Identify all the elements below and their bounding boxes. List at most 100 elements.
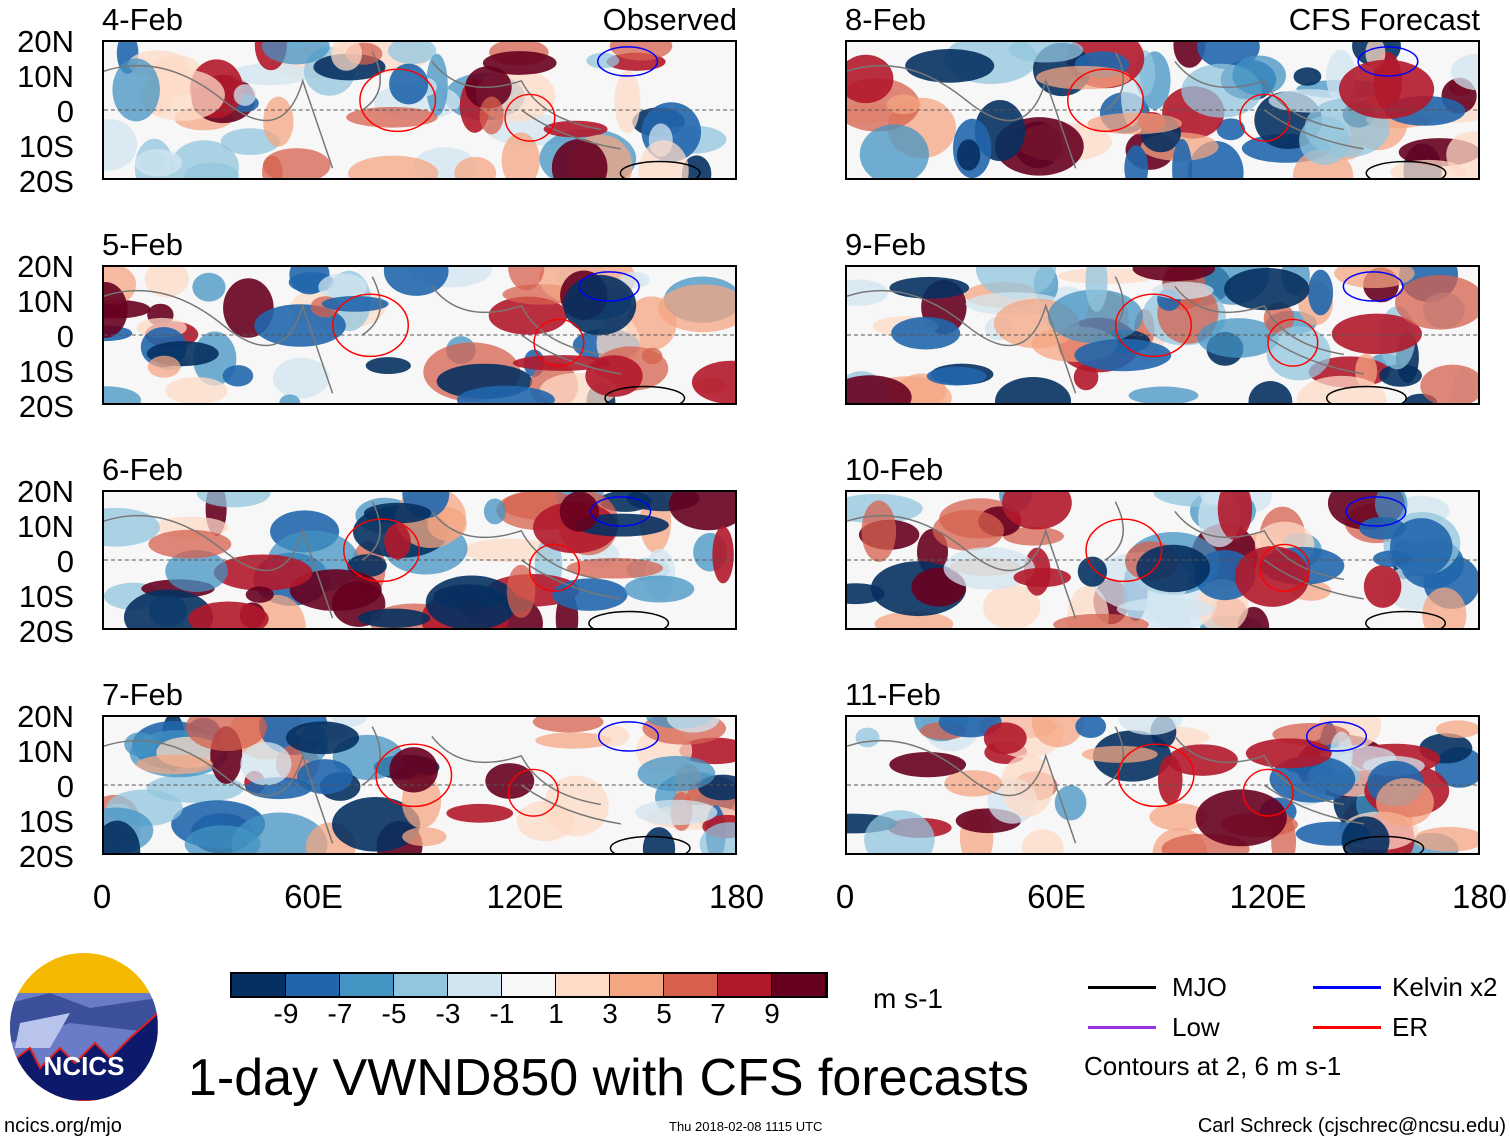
colorbar-tick-label: -5 xyxy=(381,998,407,1029)
anomaly-blob xyxy=(1376,778,1434,827)
anomaly-blob xyxy=(1053,613,1149,628)
anomaly-blob xyxy=(1390,518,1453,577)
anomaly-blob xyxy=(891,317,961,350)
anomaly-blob xyxy=(321,295,389,312)
colorbar-swatch xyxy=(502,974,556,996)
lat-label: 10N xyxy=(17,509,74,544)
anomaly-blob xyxy=(543,120,608,138)
anomaly-blob xyxy=(635,799,718,826)
legend-line-mjo xyxy=(1088,986,1156,989)
anomaly-blob xyxy=(318,273,367,302)
lon-label: 60E xyxy=(1027,878,1086,915)
anomaly-blob xyxy=(668,492,735,531)
coastline xyxy=(104,501,621,619)
map-panel xyxy=(845,265,1480,405)
legend-line-er xyxy=(1313,1026,1381,1029)
anomaly-blob xyxy=(482,51,557,75)
anomaly-blob xyxy=(847,375,912,403)
anomaly-blob xyxy=(1195,789,1287,847)
anomaly-blob xyxy=(426,53,448,116)
anomaly-blob xyxy=(864,810,935,853)
anomaly-blob xyxy=(402,827,447,847)
map-panel xyxy=(102,715,737,855)
er-contour xyxy=(1114,293,1192,358)
anomaly-blob xyxy=(1013,567,1071,588)
anomaly-blob xyxy=(563,274,637,336)
colorbar-swatch xyxy=(610,974,664,996)
anomaly-blob xyxy=(1331,313,1422,355)
panel-date: 5-Feb xyxy=(102,227,183,262)
anomaly-blob xyxy=(331,796,421,852)
anomaly-blob xyxy=(1372,550,1411,567)
coastline xyxy=(847,51,1364,169)
lon-label: 0 xyxy=(835,878,855,915)
footer-url[interactable]: ncics.org/mjo xyxy=(4,1115,122,1137)
anomaly-blob xyxy=(889,276,970,299)
anomaly-blob xyxy=(213,554,313,591)
footer-timestamp: Thu 2018-02-08 1115 UTC xyxy=(669,1119,823,1134)
anomaly-blob xyxy=(926,366,987,386)
anomaly-blob xyxy=(124,732,157,757)
map-panel xyxy=(845,40,1480,180)
colorbar-tick-label: 7 xyxy=(710,998,726,1029)
column-header: Observed xyxy=(602,2,737,37)
anomaly-blob xyxy=(596,725,630,747)
map-panel xyxy=(845,490,1480,630)
anomaly-blob xyxy=(479,96,504,135)
colorbar-swatch xyxy=(718,974,772,996)
lat-label: 10N xyxy=(17,734,74,769)
er-contour xyxy=(533,318,585,367)
anomaly-blob xyxy=(297,759,353,795)
anomaly-blob xyxy=(188,601,269,628)
lat-label: 10S xyxy=(18,804,74,839)
panel-date: 10-Feb xyxy=(845,452,944,487)
anomaly-blob xyxy=(446,803,514,823)
anomaly-blob xyxy=(874,611,954,628)
anomaly-blob xyxy=(637,755,716,792)
anomaly-blob xyxy=(1031,717,1084,748)
lat-label: 10N xyxy=(17,59,74,94)
anomaly-blob xyxy=(231,63,311,86)
anomaly-blob xyxy=(1021,829,1064,853)
footer-author: Carl Schreck (cjschrec@ncsu.edu) xyxy=(1197,1115,1506,1137)
lat-label: 20S xyxy=(18,389,74,424)
anomaly-blob xyxy=(1374,492,1408,524)
anomaly-blob xyxy=(501,132,540,178)
legend-line-low xyxy=(1088,1026,1156,1029)
anomaly-blob xyxy=(642,827,676,853)
anomaly-blob xyxy=(1152,281,1214,300)
anomaly-blob xyxy=(1085,267,1108,312)
lat-label: 20S xyxy=(18,614,74,649)
coastline xyxy=(104,51,621,169)
anomaly-blob xyxy=(1224,267,1310,311)
map-panel xyxy=(845,715,1480,855)
anomaly-blob xyxy=(272,357,330,399)
anomaly-blob xyxy=(1379,364,1422,387)
anomaly-blob xyxy=(1157,755,1183,805)
anomaly-blob xyxy=(263,96,294,147)
er-contour xyxy=(1258,543,1311,592)
anomaly-blob xyxy=(184,825,261,853)
anomaly-blob xyxy=(147,355,181,378)
er-contour xyxy=(528,543,580,592)
anomaly-blob xyxy=(456,385,555,403)
legend-label-kelvin: Kelvin x2 xyxy=(1392,972,1498,1002)
anomaly-blob xyxy=(365,357,411,375)
anomaly-blob xyxy=(104,820,141,853)
kelvin-contour xyxy=(598,721,660,752)
anomaly-blob xyxy=(889,752,967,778)
anomaly-blob xyxy=(220,128,280,155)
panel-date: 11-Feb xyxy=(845,677,941,712)
panel-date: 9-Feb xyxy=(845,227,926,262)
colorbar-swatch xyxy=(286,974,340,996)
anomaly-blob xyxy=(1390,159,1466,178)
anomaly-blob xyxy=(169,140,240,178)
anomaly-blob xyxy=(1234,546,1310,607)
map-panel xyxy=(102,40,737,180)
anomaly-blob xyxy=(104,119,138,171)
lat-label: 10S xyxy=(18,354,74,389)
anomaly-blob xyxy=(144,267,189,298)
anomaly-blob xyxy=(1197,318,1279,358)
map-panel xyxy=(102,265,737,405)
anomaly-blob xyxy=(699,822,735,853)
